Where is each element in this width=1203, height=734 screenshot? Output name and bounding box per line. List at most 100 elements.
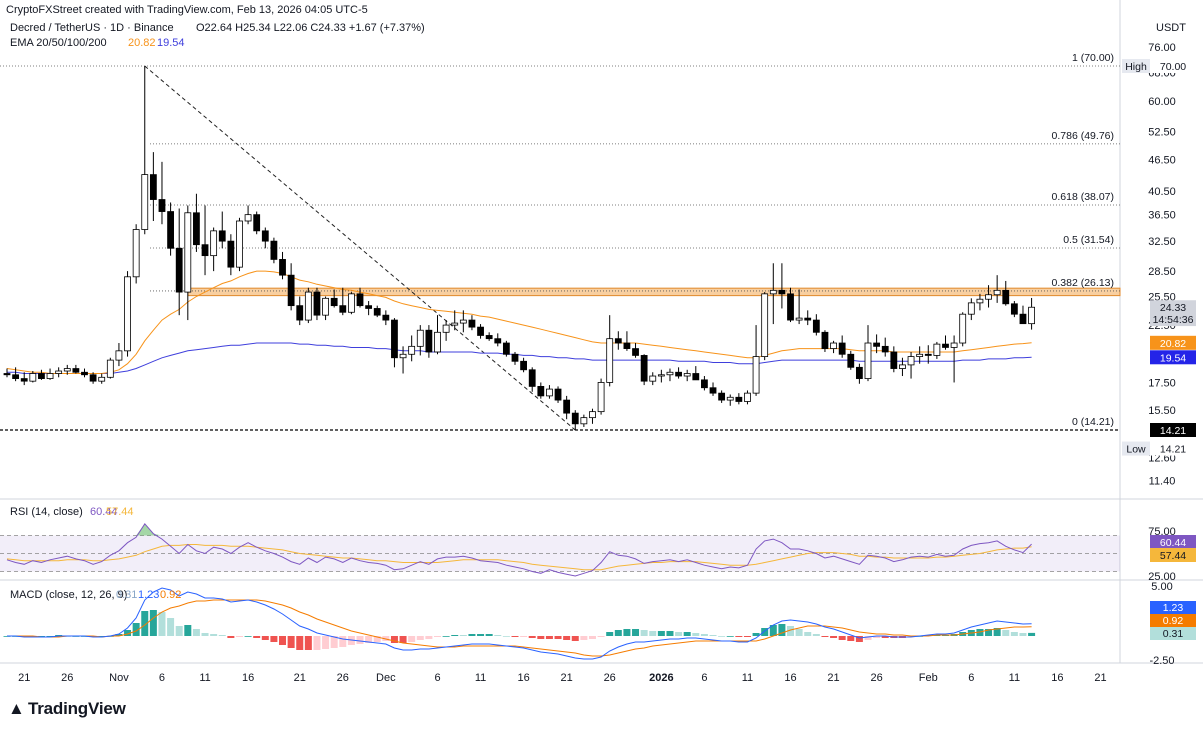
macd-value-tag: 1.23 [1163,602,1184,614]
candle-body [649,375,657,382]
macd-histogram-bar [485,634,493,636]
candle-body [563,399,571,414]
tradingview-logo-text: TradingView [28,699,126,718]
macd-histogram-bar [821,636,829,637]
price-label-value: 70.00 [1160,61,1186,73]
macd-histogram-bar [304,636,312,650]
symbol-title[interactable]: Decred / TetherUS · 1D · Binance [10,22,174,34]
candle-body [821,331,829,349]
candle-body [657,374,665,377]
candle-body [3,373,11,376]
candle-body [520,360,527,371]
price-label-bg [1150,350,1196,365]
price-label-value: 14.21 [1160,444,1186,456]
macd-histogram-bar [356,636,364,644]
candle-body [304,291,312,321]
macd-histogram-bar [494,635,502,636]
x-axis-tick-label: 11 [475,672,486,684]
x-axis-tick-label: 16 [517,672,529,684]
macd-histogram-bar [1002,630,1010,636]
candle-body [124,276,131,352]
candle-body [1002,289,1010,305]
candle-body [287,274,295,307]
x-axis-tick-label: 16 [1051,672,1063,684]
candle-body [1028,306,1035,325]
candle-body [924,353,932,356]
macd-histogram-bar [580,636,588,640]
rsi-ma-line [6,544,1032,571]
ema-legend-value-blue: 19.54 [157,37,185,49]
candle-body [339,305,347,313]
macd-histogram-bar [520,636,528,637]
price-tick-label: 15.50 [1148,405,1176,417]
macd-legend-hist-value: 0.31 [116,589,137,601]
candle-body [864,342,872,379]
candle-body [778,289,786,295]
candle-body [847,353,855,368]
macd-histogram-bar [98,636,106,637]
macd-histogram-bar [468,634,476,636]
ohlc-readout: O22.64 H25.34 L22.06 C24.33 +1.67 (+7.37… [196,22,425,34]
macd-histogram-bar [812,634,820,636]
candle-body [63,368,71,372]
macd-histogram-bar [683,632,691,636]
candle-body [210,230,218,257]
candle-body [1019,313,1027,325]
candle-body [451,322,459,326]
price-label-value: 24.33 [1160,302,1186,314]
macd-histogram-bar [830,636,838,638]
rsi-ma-tag-bg [1150,548,1196,562]
fib-level-label: 1 (70.00) [1072,52,1114,64]
macd-histogram-bar [873,636,881,638]
macd-hist-tag-bg [1150,627,1196,640]
candle-body [804,317,812,321]
rsi-line [6,522,1032,577]
candle-body [967,302,975,315]
x-axis-tick-label: 6 [159,672,165,684]
macd-histogram-bar [769,625,777,636]
candle-body [98,376,106,382]
candle-body [201,244,209,257]
rsi-value-tag-bg [1150,535,1196,549]
macd-histogram-bar [847,636,855,641]
candle-body [761,293,769,357]
candle-body [787,293,794,321]
candle-body [115,350,123,361]
candle-body [933,343,941,356]
candle-body [571,412,579,425]
candle-body [193,212,200,246]
candle-body [881,345,889,353]
trendline [144,65,576,431]
candle-body [795,317,803,321]
candle-body [890,351,898,369]
candle-body [313,291,321,316]
macd-histogram-bar [477,634,485,636]
candle-body [38,373,45,379]
macd-histogram-bar [175,626,183,636]
x-axis-tick-label: 6 [968,672,974,684]
candle-body [356,293,364,307]
price-tick-label: 60.00 [1148,96,1176,108]
macd-histogram-bar [132,623,140,636]
price-tick-label: 76.00 [1148,42,1176,54]
ema-legend-label[interactable]: EMA 20/50/100/200 [10,37,107,49]
ema-line-blue [7,342,1032,374]
candle-body [546,388,553,397]
x-axis-tick-label: 21 [561,672,573,684]
x-axis-tick-label: 16 [784,672,796,684]
x-axis-tick-label: 6 [434,672,440,684]
candle-body [261,230,269,242]
price-label-bg [1150,59,1196,73]
macd-histogram-bar [124,630,132,636]
tradingview-logo: ▲ TradingView [8,699,126,719]
candle-body [675,371,682,377]
rsi-legend-ma-value: 57.44 [106,506,134,518]
macd-histogram-bar [339,636,347,647]
rsi-ma-tag: 57.44 [1160,550,1186,562]
candle-body [907,356,915,366]
macd-legend-macd-value: 1.23 [138,589,159,601]
ema-legend-value-orange: 20.82 [128,37,156,49]
price-label-value: 14:54:36 [1153,314,1194,326]
